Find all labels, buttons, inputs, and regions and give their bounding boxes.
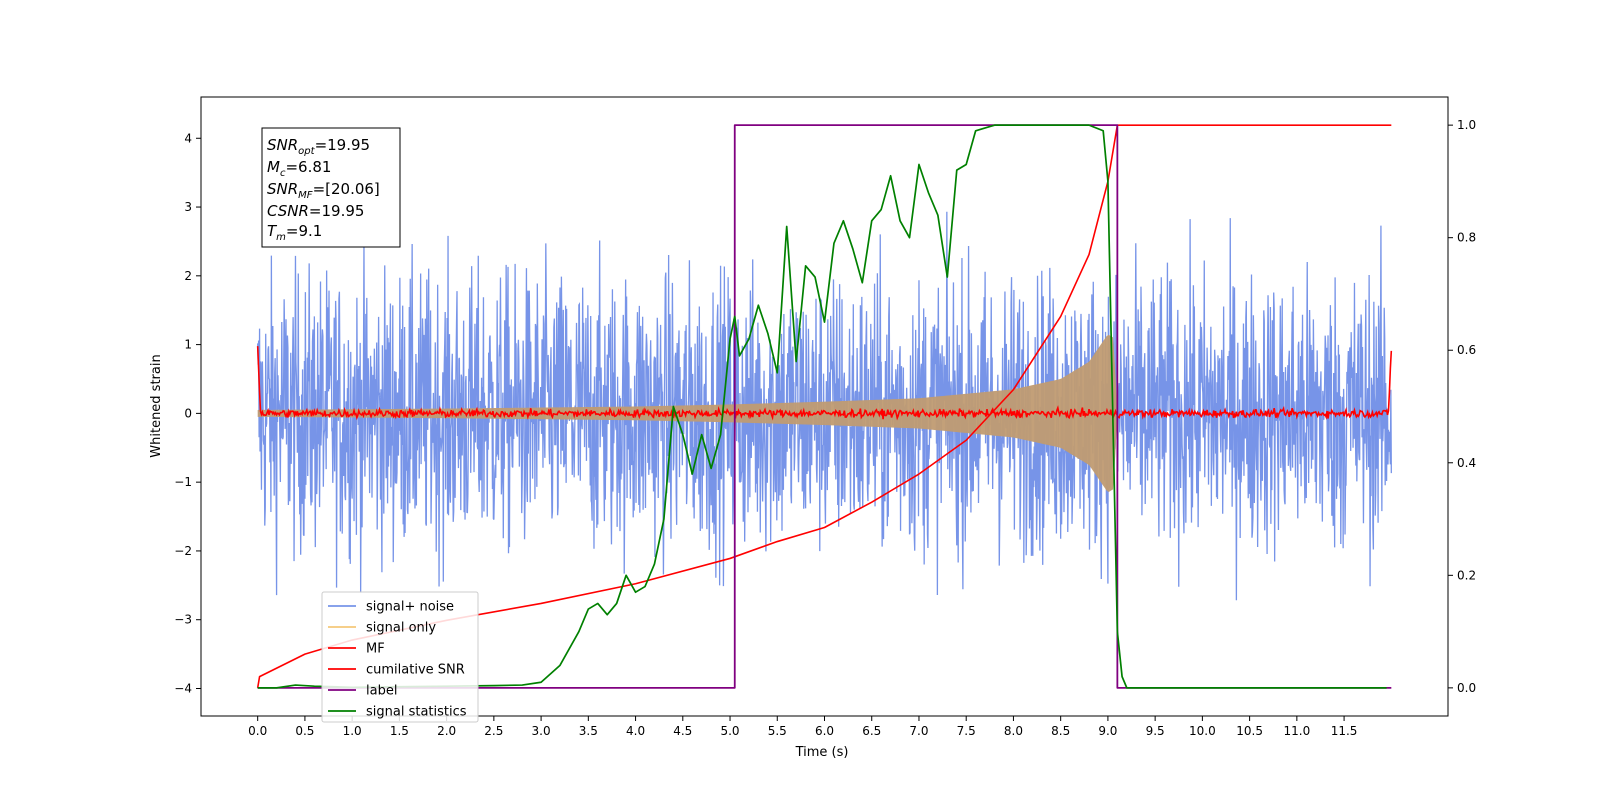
stat-mc-value: =6.81 [285, 158, 331, 176]
y-tick-label: −2 [174, 544, 192, 558]
stat-snr-opt: SNRopt=19.95 [267, 136, 370, 157]
stat-csnr: CSNR=19.95 [267, 202, 364, 220]
stat-mc-sub: c [280, 168, 286, 179]
series-signal-only-fill [257, 334, 1118, 492]
x-tick-label: 5.0 [720, 724, 739, 738]
stats-box-frame [261, 127, 401, 248]
x-tick-label: 0.0 [248, 724, 267, 738]
x-tick-label: 6.5 [862, 724, 881, 738]
y-tick-label: 4 [184, 131, 192, 145]
y-tick-label: −4 [174, 681, 192, 695]
legend-label: cumilative SNR [366, 663, 465, 678]
y2-tick-label: 0.6 [1457, 343, 1476, 357]
x-tick-label: 3.0 [532, 724, 551, 738]
y-tick-label: −3 [174, 613, 192, 627]
y2-axis: 1.0 0.8 0.6 0.4 0.2 0.0 [1448, 118, 1476, 695]
y2-tick-label: 0.8 [1457, 231, 1476, 245]
legend: signal+ noise signal only MF cumilative SNR… [321, 591, 479, 723]
stat-tm-sub: m [276, 232, 286, 243]
x-tick-label: 3.5 [579, 724, 598, 738]
y2-tick-label: 0.2 [1457, 568, 1476, 582]
x-tick-label: 7.5 [957, 724, 976, 738]
x-tick-label: 1.0 [343, 724, 362, 738]
stat-snr-mf-main: SNR [267, 180, 298, 198]
x-axis-title: Time (s) [795, 745, 849, 760]
stat-mc-main: M [267, 158, 280, 176]
y2-tick-label: 0.0 [1457, 681, 1476, 695]
x-tick-label: 7.0 [909, 724, 928, 738]
stat-tm: Tm=9.1 [267, 222, 322, 243]
x-tick-label: 2.0 [437, 724, 456, 738]
y-tick-label: −1 [174, 475, 192, 489]
x-tick-label: 2.5 [484, 724, 503, 738]
y2-tick-label: 0.4 [1457, 456, 1476, 470]
x-tick-label: 5.5 [768, 724, 787, 738]
x-tick-label: 11.5 [1331, 724, 1358, 738]
y-tick-label: 1 [184, 338, 192, 352]
legend-label: signal only [366, 621, 436, 636]
y-tick-label: 2 [184, 269, 192, 283]
stat-tm-value: =9.1 [286, 222, 322, 240]
x-axis: 0.0 0.5 1.0 1.5 2.0 2.5 3.0 3.5 4.0 4.5 5.0 5.5 6.0 6… [248, 716, 1357, 738]
legend-label: signal+ noise [366, 600, 454, 615]
legend-label: signal statistics [366, 705, 467, 720]
y-axis-title: Whitened strain [149, 354, 164, 457]
stats-box: SNRopt=19.95 Mc=6.81 SNRMF=[20.06] CSNR=… [261, 127, 401, 248]
stat-snr-mf-sub: MF [298, 190, 313, 201]
stat-csnr-main: CSNR [267, 202, 309, 220]
x-tick-label: 9.5 [1146, 724, 1165, 738]
legend-label: label [366, 684, 397, 699]
stat-snr-opt-main: SNR [267, 136, 298, 154]
y-axis: 4 3 2 1 0 −1 −2 −3 −4 [174, 131, 201, 695]
series-signal-statistics-line [257, 124, 1387, 689]
x-tick-label: 11.0 [1283, 724, 1310, 738]
stat-mc: Mc=6.81 [267, 158, 331, 179]
stat-tm-main: T [267, 222, 278, 240]
x-tick-label: 4.0 [626, 724, 645, 738]
y-tick-label: 0 [184, 406, 192, 420]
legend-label: MF [366, 642, 385, 657]
x-tick-label: 6.0 [815, 724, 834, 738]
x-tick-label: 1.5 [390, 724, 409, 738]
stat-snr-opt-sub: opt [298, 146, 315, 157]
legend-frame [321, 591, 479, 723]
stat-snr-mf-value: =[20.06] [313, 180, 380, 198]
y-tick-label: 3 [184, 200, 192, 214]
x-tick-label: 0.5 [295, 724, 314, 738]
stat-csnr-value: =19.95 [309, 202, 365, 220]
x-tick-label: 10.5 [1236, 724, 1263, 738]
x-tick-label: 8.0 [1004, 724, 1023, 738]
y2-tick-label: 1.0 [1457, 118, 1476, 132]
x-tick-label: 10.0 [1189, 724, 1216, 738]
x-tick-label: 8.5 [1051, 724, 1070, 738]
stat-snr-mf: SNRMF=[20.06] [267, 180, 380, 201]
stat-snr-opt-value: =19.95 [315, 136, 371, 154]
series-mf-line [256, 346, 1393, 421]
x-tick-label: 4.5 [673, 724, 692, 738]
x-tick-label: 9.0 [1098, 724, 1117, 738]
